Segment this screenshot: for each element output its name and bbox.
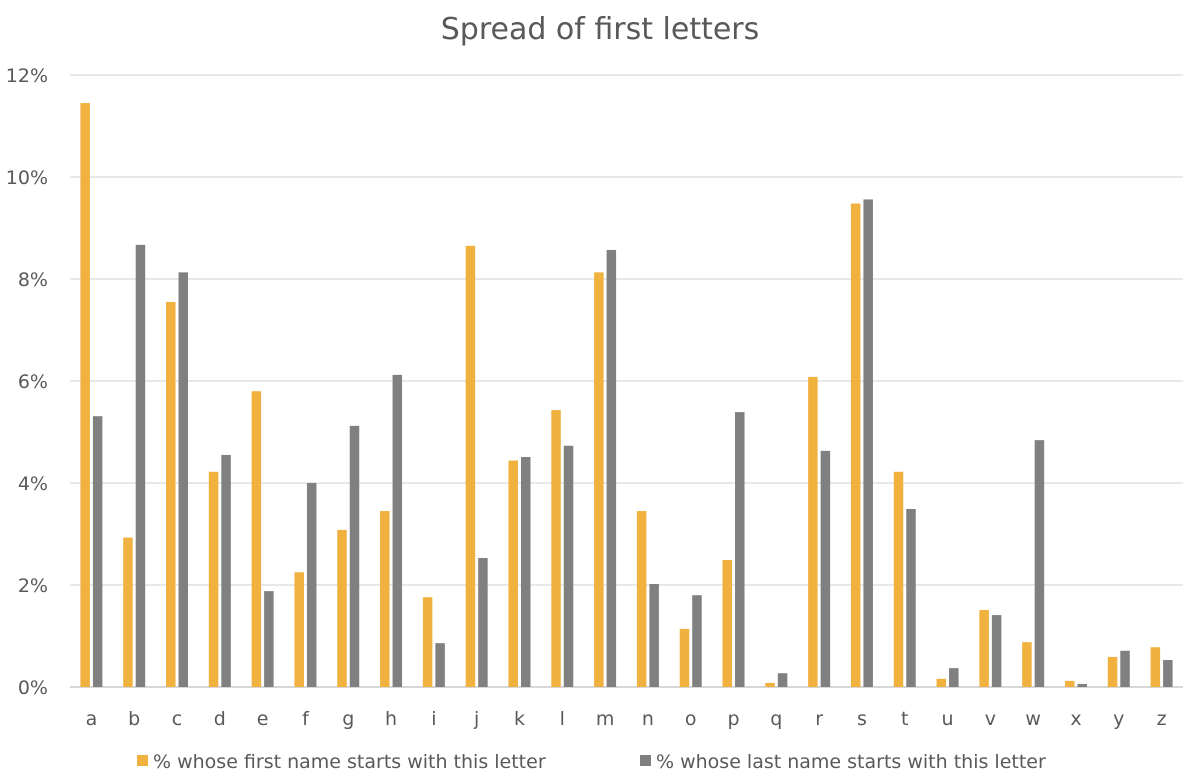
bar-last-s [863, 199, 873, 687]
bar-last-o [692, 595, 702, 687]
bar-first-m [594, 272, 604, 687]
bar-first-i [422, 597, 433, 687]
x-tick-label: v [985, 708, 996, 730]
x-tick-label: t [901, 708, 908, 730]
bar-last-k [520, 456, 531, 687]
bar-last-i [435, 643, 445, 687]
legend-label: % whose last name starts with this lette… [656, 751, 1046, 773]
bar-first-p [722, 560, 733, 687]
bar-first-u [936, 678, 947, 687]
bar-last-l [563, 445, 574, 687]
x-tick-label: p [727, 708, 739, 730]
bar-first-v [979, 609, 989, 687]
y-tick-label: 12% [6, 65, 48, 87]
bars [80, 103, 1173, 688]
y-tick-label: 10% [6, 167, 48, 189]
bar-first-s [850, 203, 861, 687]
bar-first-z [1150, 647, 1161, 687]
y-axis-ticks: 0% 2% 4% 6% 8% 10% 12% [6, 65, 48, 699]
x-tick-label: a [86, 708, 98, 730]
x-tick-label: y [1113, 708, 1124, 730]
y-tick-label: 2% [18, 575, 48, 597]
bar-first-f [294, 572, 304, 687]
bar-last-p [735, 412, 745, 687]
x-tick-label: e [257, 708, 269, 730]
x-tick-label: n [642, 708, 654, 730]
bar-first-n [636, 511, 647, 687]
gridlines [70, 74, 1183, 688]
bar-last-u [949, 668, 959, 687]
x-tick-label: m [596, 708, 615, 730]
x-tick-label: r [815, 708, 823, 730]
bar-first-c [166, 301, 176, 687]
bar-last-t [906, 509, 916, 687]
bar-last-a [92, 416, 103, 687]
x-tick-label: g [342, 708, 354, 730]
x-tick-label: x [1070, 708, 1081, 730]
bar-first-q [765, 682, 775, 687]
bar-first-b [123, 537, 133, 687]
x-tick-label: s [857, 708, 867, 730]
bar-first-r [808, 376, 818, 687]
x-tick-label: h [385, 708, 397, 730]
bar-last-e [264, 591, 274, 687]
bar-first-t [893, 471, 904, 687]
legend-swatch [137, 755, 148, 766]
x-tick-label: o [685, 708, 697, 730]
bar-first-w [1022, 642, 1032, 687]
bar-first-e [251, 391, 262, 687]
bar-last-y [1120, 650, 1130, 687]
y-tick-label: 4% [18, 473, 48, 495]
x-tick-label: l [560, 708, 565, 730]
x-tick-label: c [172, 708, 182, 730]
bar-last-v [991, 615, 1002, 687]
bar-first-x [1064, 680, 1075, 687]
bar-last-m [606, 249, 617, 687]
legend-swatch [640, 755, 651, 766]
bar-last-j [478, 557, 488, 687]
chart-title: Spread of first letters [441, 12, 760, 47]
bar-last-c [178, 272, 189, 687]
x-tick-label: b [128, 708, 140, 730]
legend: % whose first name starts with this lett… [137, 751, 1046, 773]
bar-last-x [1077, 683, 1087, 687]
bar-first-h [380, 511, 390, 687]
bar-last-z [1163, 659, 1173, 687]
bar-last-w [1034, 440, 1045, 687]
x-tick-label: j [473, 708, 479, 730]
x-tick-label: q [770, 708, 782, 730]
bar-last-q [777, 673, 788, 687]
x-tick-label: k [514, 708, 525, 730]
bar-last-b [135, 244, 146, 687]
legend-label: % whose first name starts with this lett… [153, 751, 546, 773]
y-tick-label: 6% [18, 371, 48, 393]
bar-first-a [80, 103, 90, 688]
bar-first-g [337, 529, 347, 687]
x-axis-labels: a b c d e f g h i j k l m n o p q r s t u v w x y z [86, 708, 1167, 730]
x-tick-label: w [1025, 708, 1041, 730]
x-tick-label: i [431, 708, 436, 730]
bar-last-n [649, 583, 659, 687]
bar-first-k [508, 460, 518, 687]
y-tick-label: 0% [18, 677, 48, 699]
bar-last-g [349, 425, 360, 687]
bar-last-r [820, 450, 831, 687]
bar-last-d [221, 454, 231, 687]
bar-first-o [679, 628, 690, 687]
bar-last-h [392, 374, 403, 687]
x-tick-label: f [302, 708, 310, 730]
x-tick-label: d [214, 708, 226, 730]
bar-first-y [1107, 656, 1118, 687]
x-tick-label: u [942, 708, 954, 730]
bar-first-d [208, 471, 219, 687]
y-tick-label: 8% [18, 269, 48, 291]
bar-first-l [551, 410, 561, 687]
x-tick-label: z [1157, 708, 1167, 730]
bar-first-j [465, 245, 476, 687]
bar-last-f [306, 483, 317, 687]
